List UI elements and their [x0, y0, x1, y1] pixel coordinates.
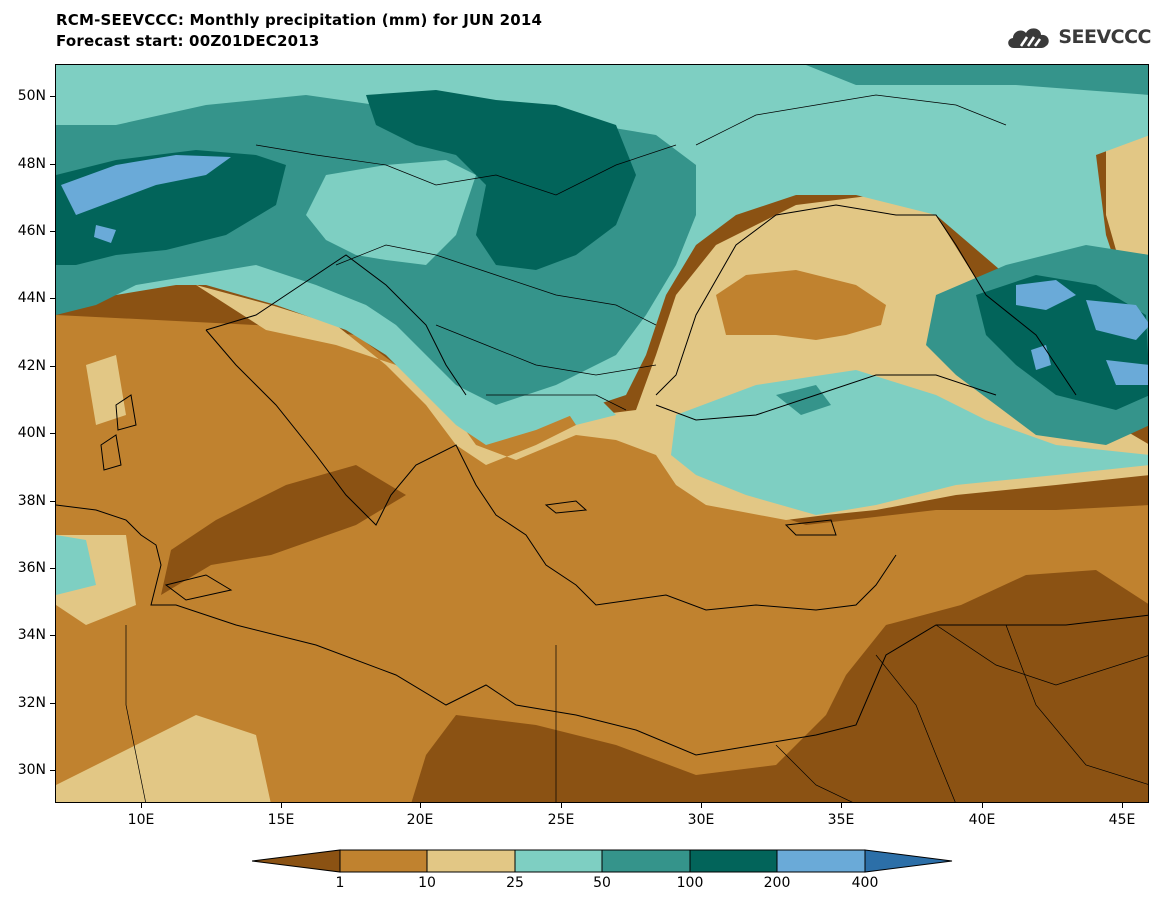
lat-label-32n: 32N [17, 695, 46, 711]
lon-label-40e: 40E [968, 812, 996, 828]
coastlines [56, 204, 1148, 756]
lat-label-44n: 44N [17, 290, 46, 306]
lat-label-42n: 42N [17, 358, 46, 374]
lat-tick [50, 501, 55, 502]
colorbar-segment-200-400 [776, 849, 866, 873]
lat-tick [50, 568, 55, 569]
colorbar-segment-below-1 [252, 849, 341, 873]
colorbar-label-50: 50 [593, 875, 611, 891]
colorbar-label-200: 200 [763, 875, 791, 891]
lat-tick [50, 366, 55, 367]
colorbar-segment-above-400 [864, 849, 953, 873]
precipitation-map [55, 64, 1149, 803]
zone-200-400 [61, 155, 1148, 385]
lon-tick [982, 803, 983, 808]
lat-tick [50, 231, 55, 232]
lat-label-46n: 46N [17, 223, 46, 239]
colorbar-label-1: 1 [335, 875, 345, 891]
lon-tick [561, 803, 562, 808]
colorbar-segment-1-10 [339, 849, 428, 873]
logo-text: SEEVCCC [1058, 26, 1151, 48]
forecast-start: Forecast start: 00Z01DEC2013 [56, 32, 320, 50]
zone-50-100 [56, 65, 1148, 445]
lat-tick [50, 298, 55, 299]
title-block: RCM-SEEVCCC: Monthly precipitation (mm) … [56, 10, 542, 52]
lat-label-30n: 30N [17, 762, 46, 778]
lon-tick [281, 803, 282, 808]
colorbar-segment-50-100 [601, 849, 691, 873]
lat-label-50n: 50N [17, 88, 46, 104]
lon-tick [841, 803, 842, 808]
lat-label-34n: 34N [17, 627, 46, 643]
lon-label-10e: 10E [127, 812, 155, 828]
lat-tick [50, 164, 55, 165]
lat-label-48n: 48N [17, 156, 46, 172]
colorbar-label-400: 400 [851, 875, 879, 891]
lat-tick [50, 770, 55, 771]
lat-label-38n: 38N [17, 493, 46, 509]
logo: SEEVCCC [1004, 22, 1151, 52]
colorbar [252, 849, 953, 873]
colorbar-label-25: 25 [506, 875, 524, 891]
lon-label-25e: 25E [547, 812, 575, 828]
colorbar-segment-25-50 [514, 849, 603, 873]
lon-label-45e: 45E [1108, 812, 1136, 828]
colorbar-label-100: 100 [676, 875, 704, 891]
colorbar-label-10: 10 [418, 875, 436, 891]
lat-tick [50, 96, 55, 97]
lon-label-20e: 20E [406, 812, 434, 828]
colorbar-segment-10-25 [426, 849, 516, 873]
lat-tick [50, 635, 55, 636]
zone-1-10 [56, 315, 1148, 802]
zone-10-25 [56, 125, 1148, 802]
zone-10-25-blacksea [716, 270, 886, 340]
lon-tick [1122, 803, 1123, 808]
map-canvas [56, 65, 1148, 802]
lat-tick [50, 433, 55, 434]
zone-100-200 [56, 90, 1148, 410]
lon-label-30e: 30E [687, 812, 715, 828]
lat-label-36n: 36N [17, 560, 46, 576]
lat-label-40n: 40N [17, 425, 46, 441]
lon-tick [420, 803, 421, 808]
cloud-icon [1008, 28, 1050, 48]
colorbar-segment-100-200 [689, 849, 778, 873]
zone-25-50-pannonia [306, 160, 476, 265]
lon-label-15e: 15E [267, 812, 295, 828]
lat-tick [50, 703, 55, 704]
map-title: RCM-SEEVCCC: Monthly precipitation (mm) … [56, 11, 543, 29]
borders [125, 94, 1148, 802]
lon-tick [701, 803, 702, 808]
lon-label-35e: 35E [827, 812, 855, 828]
lon-tick [141, 803, 142, 808]
